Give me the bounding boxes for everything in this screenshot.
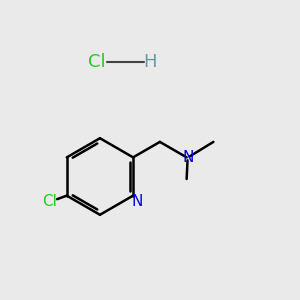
Text: H: H [143, 53, 157, 71]
Text: Cl: Cl [42, 194, 57, 209]
Text: Cl: Cl [88, 53, 106, 71]
Text: N: N [131, 194, 142, 209]
Text: N: N [182, 150, 194, 165]
